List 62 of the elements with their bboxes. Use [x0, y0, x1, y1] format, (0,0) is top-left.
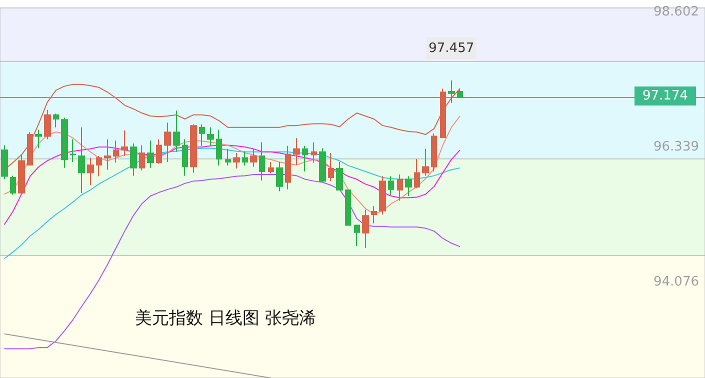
- candlestick: [225, 148, 231, 166]
- candlestick: [173, 110, 180, 152]
- candlestick: [388, 176, 394, 196]
- candlestick: [259, 142, 265, 181]
- annotation: 97.457: [428, 40, 474, 56]
- candlestick: [139, 144, 145, 171]
- candlestick: [216, 129, 222, 166]
- line-series: [4, 148, 460, 260]
- line-series: [4, 174, 460, 350]
- candlestick: [268, 161, 274, 174]
- candlestick: [10, 175, 16, 196]
- candlestick: [345, 190, 351, 226]
- candlestick: [371, 206, 377, 224]
- candlestick: [70, 138, 76, 162]
- candlestick: [53, 113, 59, 128]
- candlestick: [285, 145, 291, 190]
- candlestick: [121, 130, 128, 156]
- candlestick: [61, 117, 68, 168]
- candlestick: [156, 138, 162, 164]
- text: 美元指数 日线图 张尧浠: [135, 308, 316, 328]
- candlestick: [379, 176, 386, 215]
- candlestick: [113, 140, 119, 164]
- candlestick: [362, 209, 369, 248]
- candlestick: [27, 132, 33, 166]
- candlestick: [199, 124, 205, 146]
- candlestick: [422, 148, 429, 176]
- candlestick: [35, 129, 42, 149]
- candlestick: [182, 138, 188, 176]
- candlestick: [336, 161, 343, 191]
- candlestick: [354, 224, 360, 247]
- candlestick: [293, 138, 300, 166]
- candlestick: [190, 124, 197, 174]
- candlestick: [1, 144, 8, 180]
- line-series: [4, 144, 460, 226]
- candlestick: [207, 126, 214, 146]
- candlestick: [78, 126, 85, 194]
- candlestick: [164, 122, 171, 162]
- candlestick: [87, 157, 94, 186]
- candlestick: [319, 148, 326, 183]
- candlestick: [431, 132, 437, 172]
- candlestick: [440, 88, 446, 139]
- candlestick: [328, 152, 334, 182]
- candlestick: [276, 161, 283, 192]
- candlestick: [44, 110, 51, 140]
- candlestick: [104, 138, 111, 170]
- candlestick: [242, 150, 248, 166]
- candlestick: [397, 174, 403, 202]
- ref-line-label: 97.174: [642, 88, 688, 104]
- y-tick-label: 94.076: [654, 274, 699, 290]
- candlestick: [448, 80, 455, 104]
- candlestick: [250, 148, 257, 168]
- candlestick: [311, 142, 317, 164]
- candlestick: [414, 158, 420, 189]
- candlestick: [96, 156, 102, 177]
- y-tick-label: 98.602: [654, 4, 699, 20]
- candlestick: [130, 142, 137, 176]
- y-tick-label: 96.339: [654, 140, 699, 155]
- candlestick: [405, 176, 412, 196]
- candlestick: [302, 145, 308, 172]
- candlestick: [233, 152, 240, 170]
- candlestick: [457, 88, 463, 99]
- candlestick: [147, 140, 154, 168]
